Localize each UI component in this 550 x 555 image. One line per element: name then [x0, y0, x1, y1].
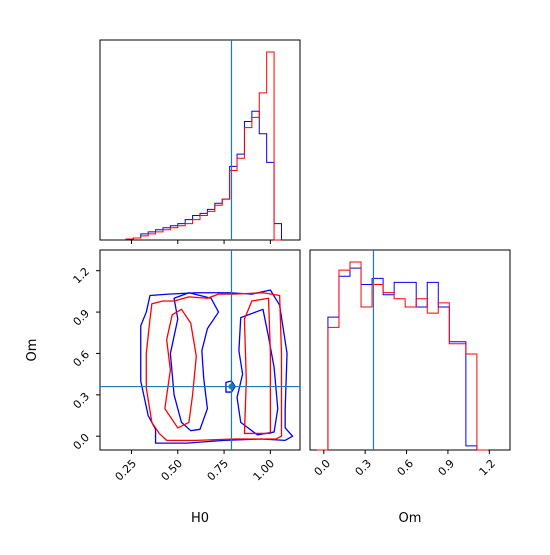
om-y-tick-label: 0.9 — [71, 307, 93, 329]
om-x-tick-label: 0.6 — [395, 457, 417, 479]
truth-marker — [228, 383, 235, 390]
h0-histogram — [125, 40, 282, 241]
h0-tick-label: 0.75 — [205, 457, 232, 484]
om-x-tick-label: 0.0 — [312, 457, 334, 479]
om-hist-red-series — [316, 261, 488, 451]
contour-red — [243, 297, 272, 435]
h0-tick-label: 0.50 — [159, 457, 186, 484]
h0-histogram-frame — [99, 39, 301, 241]
contour-blue — [236, 308, 279, 436]
axis-ticks — [96, 240, 490, 454]
om-x-tick-label: 0.3 — [353, 457, 375, 479]
om-y-tick-label: 0.3 — [71, 390, 93, 412]
h0-axis-label: H0 — [191, 511, 209, 526]
h0-om-contour — [100, 250, 300, 450]
contour-blue — [169, 292, 220, 432]
h0-hist-blue-series — [125, 110, 282, 240]
om-x-tick-label: 0.9 — [436, 457, 458, 479]
contour-blue — [140, 289, 294, 444]
contour-frame — [99, 249, 301, 451]
h0-tick-label: 0.25 — [113, 457, 140, 484]
contour-red — [145, 292, 283, 441]
om-histogram — [316, 250, 488, 451]
om-x-axis-label: Om — [399, 511, 422, 526]
om-y-tick-label: 0.0 — [71, 431, 93, 453]
h0-hist-red-series — [125, 51, 282, 241]
om-x-tick-label: 1.2 — [477, 457, 499, 479]
h0-tick-label: 1.00 — [251, 457, 278, 484]
om-histogram-frame — [309, 249, 511, 451]
om-y-tick-label: 0.6 — [71, 348, 93, 370]
om-y-tick-label: 1.2 — [71, 265, 93, 287]
om-hist-blue-series — [316, 267, 488, 451]
contour-red — [164, 308, 197, 429]
om-y-axis-label: Om — [25, 339, 40, 362]
contour-blue — [225, 380, 236, 393]
